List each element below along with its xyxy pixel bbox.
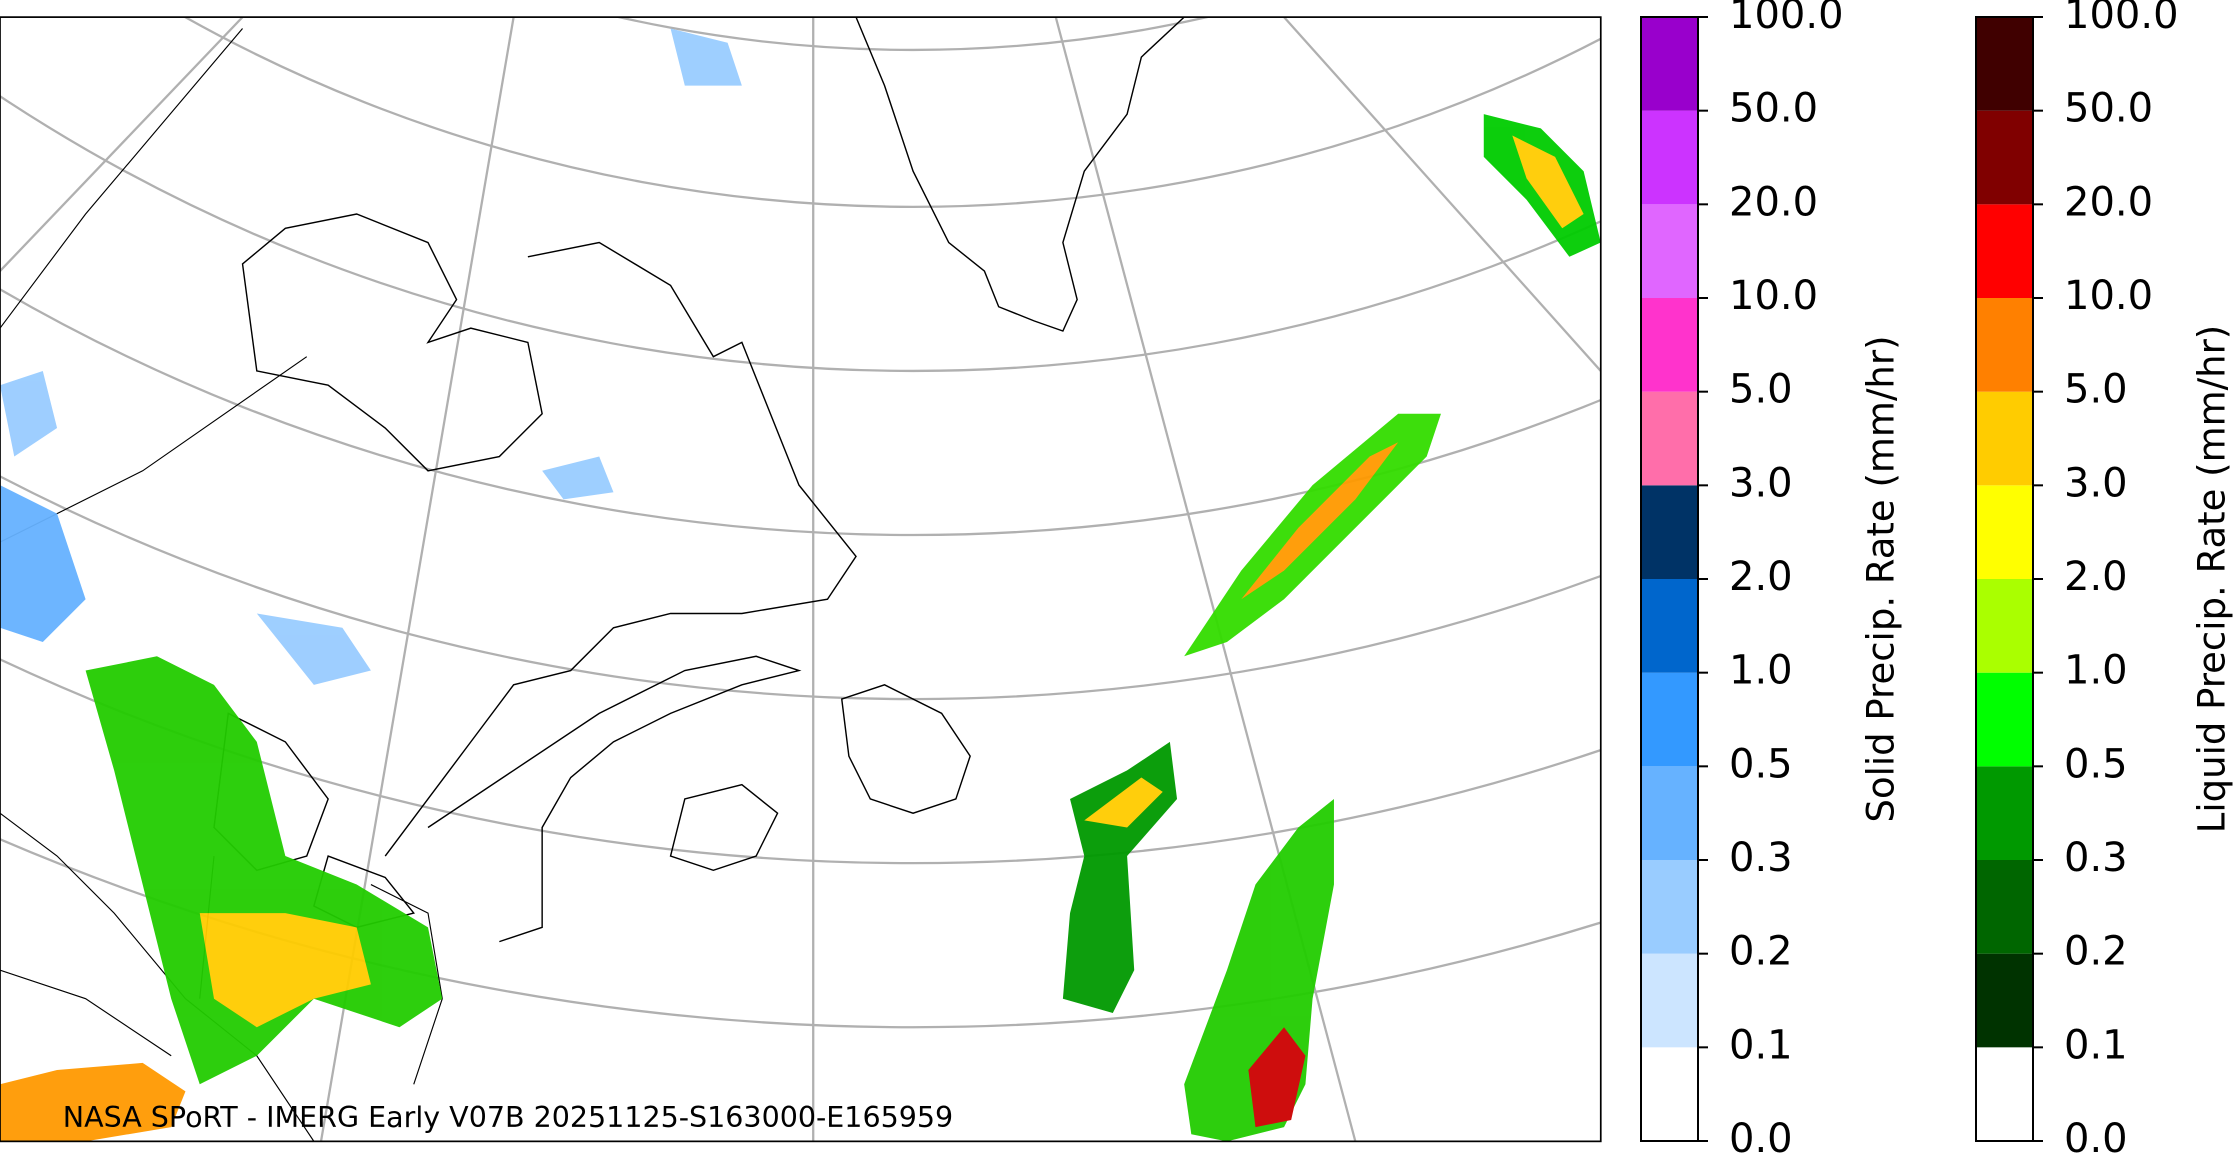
colorbar-tick-label: 0.0 <box>1729 1116 1793 1162</box>
precip-area <box>1084 777 1163 828</box>
colorbar-tick-label: 100.0 <box>2064 0 2179 38</box>
hudson-coast <box>241 213 543 472</box>
colorbar-tick-label: 10.0 <box>2064 273 2153 319</box>
colorbar-bin <box>1641 672 1698 767</box>
colorbar-bin <box>1976 579 2033 673</box>
colorbar-bin <box>1976 204 2033 298</box>
colorbar-tick-label: 0.2 <box>2064 929 2128 975</box>
colorbar-tick-label: 10.0 <box>1729 273 1818 319</box>
colorbar-tick-label: 3.0 <box>2064 460 2128 506</box>
greenland-coast <box>855 17 1185 332</box>
colorbar-tick-label: 100.0 <box>1729 0 1844 38</box>
colorbar-tick-label: 0.2 <box>1729 929 1793 975</box>
colorbar-bin <box>1976 298 2033 392</box>
colorbar-bin <box>1641 1047 1698 1141</box>
colorbar-tick-label: 0.5 <box>1729 741 1793 787</box>
colorbar-label: Solid Precip. Rate (mm/hr) <box>1860 335 1903 822</box>
colorbar-tick-label: 1.0 <box>1729 648 1793 694</box>
precip-area <box>1241 442 1399 600</box>
latitude-line <box>0 657 1601 864</box>
colorbar-bin <box>1641 860 1698 954</box>
colorbar-bin <box>1641 579 1698 673</box>
colorbar-bin <box>1976 766 2033 860</box>
colorbar-tick-label: 0.1 <box>2064 1022 2128 1068</box>
colorbar-bin <box>1641 204 1698 298</box>
colorbar-bin <box>1641 298 1698 392</box>
precip-area <box>1062 741 1178 1013</box>
colorbar-tick-label: 3.0 <box>1729 460 1793 506</box>
colorbar-bin <box>1641 110 1698 205</box>
newfoundland-coast <box>840 684 971 814</box>
meridian-line <box>1283 17 1601 372</box>
colorbar-tick-label: 0.0 <box>2064 1116 2128 1162</box>
colorbar-tick-label: 50.0 <box>2064 86 2153 132</box>
colorbar-bin <box>1976 953 2033 1048</box>
colorbar-bin <box>1641 953 1698 1048</box>
map-content <box>0 17 1601 1142</box>
precip-area <box>0 1062 186 1142</box>
latitude-line <box>0 287 1601 536</box>
colorbar-tick-label: 50.0 <box>1729 86 1818 132</box>
colorbar-bin <box>1976 17 2033 111</box>
colorbar-label: Liquid Precip. Rate (mm/hr) <box>2191 325 2234 834</box>
colorbar-tick-label: 20.0 <box>2064 179 2153 225</box>
colorbar-tick-label: 2.0 <box>2064 554 2128 600</box>
nova-scotia-coast <box>669 783 779 872</box>
colorbar-tick-label: 0.3 <box>2064 835 2128 881</box>
st-lawrence-coast <box>427 655 802 943</box>
colorbar-tick-label: 0.1 <box>1729 1022 1793 1068</box>
colorbar-tick-label: 2.0 <box>1729 554 1793 600</box>
map-panel: NASA SPoRT - IMERG Early V07B 20251125-S… <box>0 16 1602 1143</box>
meridian-line <box>0 17 244 272</box>
precip-area <box>1512 135 1584 229</box>
colorbar-bin <box>1641 485 1698 579</box>
precipitation <box>0 28 1601 1142</box>
colorbar-bin <box>1976 485 2033 579</box>
colorbar-tick-label: 5.0 <box>1729 367 1793 413</box>
colorbar-bin <box>1641 391 1698 486</box>
colorbar-tick-label: 5.0 <box>2064 367 2128 413</box>
latitude-line <box>0 837 1601 1028</box>
colorbar-bin <box>1976 1047 2033 1141</box>
colorbar-bin <box>1976 110 2033 205</box>
colorbar-tick-label: 0.5 <box>2064 741 2128 787</box>
colorbar-bin <box>1641 766 1698 860</box>
colorbar-bin <box>1976 672 2033 767</box>
latitude-line <box>614 17 1212 51</box>
precip-area <box>1248 1027 1306 1128</box>
colorbar-tick-label: 20.0 <box>1729 179 1818 225</box>
credit-text: NASA SPoRT - IMERG Early V07B 20251125-S… <box>63 1101 953 1134</box>
colorbar-bin <box>1976 860 2033 954</box>
colorbar-bin <box>1976 391 2033 486</box>
precip-area <box>199 913 371 1028</box>
map-frame <box>0 16 1602 1143</box>
precip-area <box>0 485 86 643</box>
labrador-quebec-coast <box>384 241 857 857</box>
colorbar-tick-label: 0.3 <box>1729 835 1793 881</box>
latitude-line <box>0 94 1601 372</box>
colorbar-bin <box>1641 17 1698 111</box>
latitude-line <box>183 17 1601 208</box>
colorbar-tick-label: 1.0 <box>2064 648 2128 694</box>
